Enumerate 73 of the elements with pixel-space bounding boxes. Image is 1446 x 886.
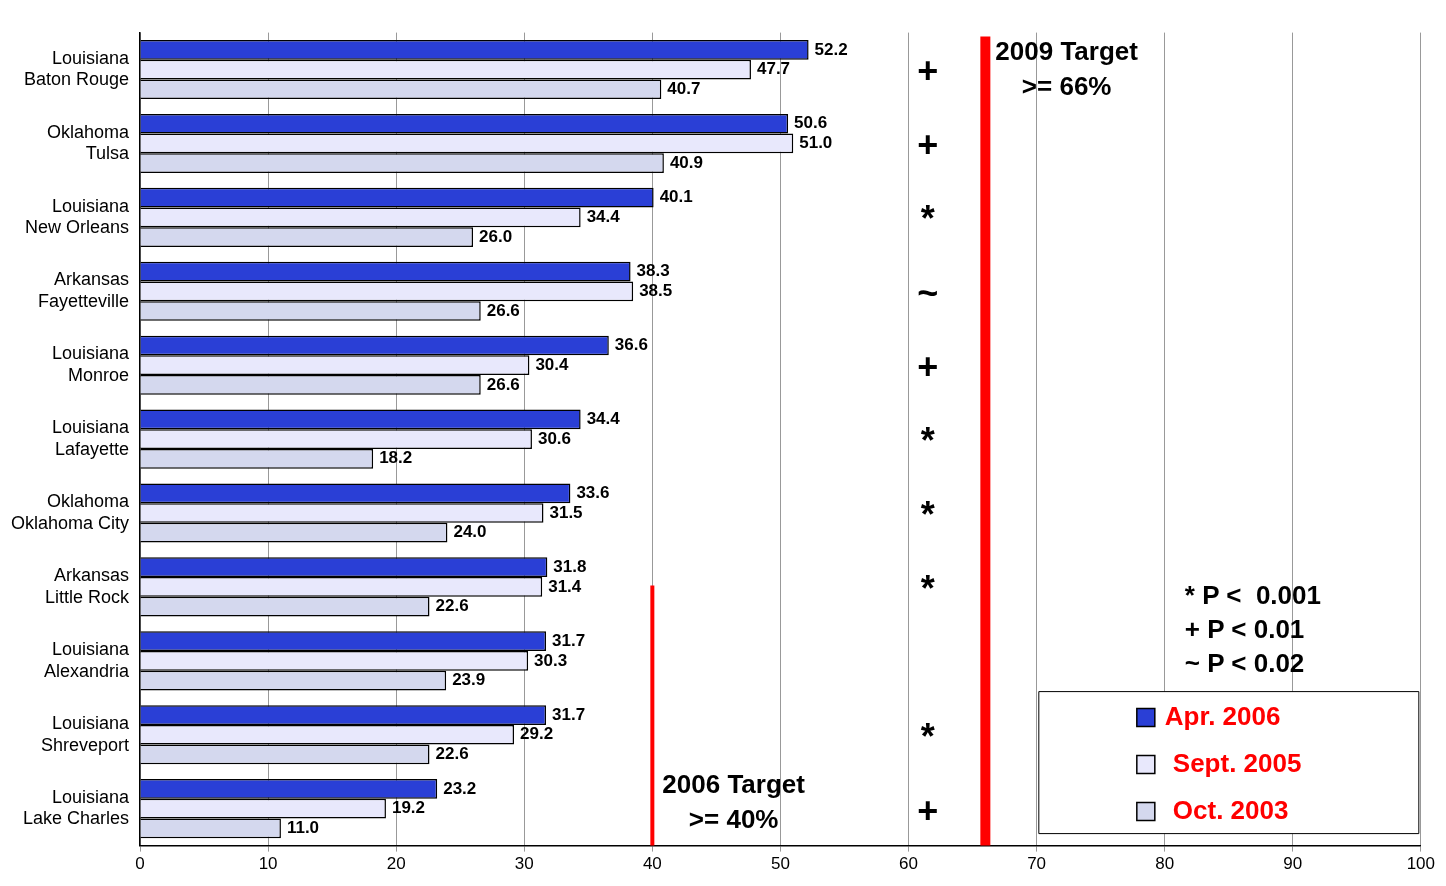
data-label: 22.6: [435, 744, 469, 764]
data-label: 31.8: [553, 556, 587, 576]
annotation: *: [920, 420, 935, 462]
annotation: * P < 0.001: [1184, 579, 1321, 610]
legend-label: Oct. 2003: [1172, 794, 1289, 825]
x-tick-label: 70: [1027, 854, 1047, 874]
x-tick-label: 100: [1406, 854, 1436, 874]
data-label: 22.6: [435, 596, 469, 616]
legend-label: Sept. 2005: [1172, 747, 1302, 778]
y-tick-label: Louisiana Lake Charles: [22, 786, 131, 829]
data-label: 31.5: [549, 502, 583, 522]
x-tick-label: 80: [1155, 854, 1175, 874]
data-label: 52.2: [814, 39, 848, 59]
data-label: 38.5: [639, 280, 673, 300]
y-tick-label: Louisiana Shreveport: [40, 712, 131, 755]
data-label: 38.3: [636, 261, 670, 281]
y-tick-label: Louisiana Alexandria: [43, 639, 131, 681]
data-label: 51.0: [799, 133, 833, 153]
data-label: 31.4: [548, 576, 582, 596]
data-label: 40.9: [669, 152, 703, 172]
data-label: 31.7: [552, 630, 586, 650]
annotation: ~: [917, 272, 939, 314]
y-tick-label: Oklahoma Oklahoma City: [10, 491, 131, 533]
data-label: 29.2: [520, 724, 554, 744]
ref-line-label: 2009 Target >= 66%: [995, 35, 1139, 101]
annotation: *: [920, 198, 935, 240]
annotation: +: [917, 346, 939, 388]
data-label: 50.6: [794, 113, 828, 133]
y-tick-label: Arkansas Fayetteville: [37, 269, 130, 312]
annotation: +: [917, 124, 939, 166]
annotation: +: [917, 789, 939, 831]
x-tick-label: 30: [514, 854, 534, 874]
x-tick-label: 90: [1283, 854, 1303, 874]
annotation: ~ P < 0.02: [1184, 647, 1305, 678]
data-label: 30.6: [537, 428, 572, 448]
data-label: 18.2: [379, 448, 413, 468]
data-label: 34.4: [586, 409, 621, 429]
x-tick-label: 50: [770, 854, 790, 874]
annotation: *: [920, 715, 935, 757]
data-label: 23.2: [443, 778, 477, 798]
x-tick-label: 20: [386, 854, 406, 874]
y-tick-label: Louisiana Monroe: [51, 343, 131, 385]
x-tick-label: 60: [899, 854, 918, 874]
y-tick-label: Louisiana Lafayette: [51, 417, 131, 459]
y-tick-label: Louisiana New Orleans: [24, 195, 131, 238]
x-tick-label: 40: [642, 854, 662, 874]
annotation: *: [920, 493, 935, 535]
data-label: 40.7: [667, 78, 701, 98]
annotation: *: [920, 567, 935, 609]
ref-line-label: 2006 Target >= 40%: [662, 768, 806, 834]
data-label: 23.9: [452, 670, 486, 690]
data-label: 47.7: [756, 59, 791, 79]
y-tick-label: Arkansas Little Rock: [44, 565, 131, 607]
data-label: 26.6: [486, 374, 520, 394]
annotation: +: [917, 50, 939, 92]
data-label: 36.6: [614, 335, 648, 355]
data-label: 19.2: [391, 798, 426, 818]
data-label: 11.0: [286, 818, 320, 838]
data-label: 24.0: [453, 522, 487, 542]
legend-label: Apr. 2006: [1164, 700, 1281, 731]
x-tick-label: 0: [135, 854, 145, 874]
data-label: 31.7: [552, 704, 586, 724]
data-label: 30.4: [535, 354, 570, 374]
data-label: 26.6: [486, 300, 520, 320]
annotation: + P < 0.01: [1184, 613, 1305, 644]
data-label: 40.1: [659, 187, 693, 207]
data-label: 30.3: [534, 650, 568, 670]
x-tick-label: 10: [258, 854, 278, 874]
y-tick-label: Oklahoma Tulsa: [46, 121, 131, 164]
data-label: 26.0: [479, 226, 513, 246]
data-label: 33.6: [576, 482, 610, 502]
data-label: 34.4: [586, 207, 621, 227]
y-tick-label: Louisiana Baton Rouge: [23, 47, 131, 90]
